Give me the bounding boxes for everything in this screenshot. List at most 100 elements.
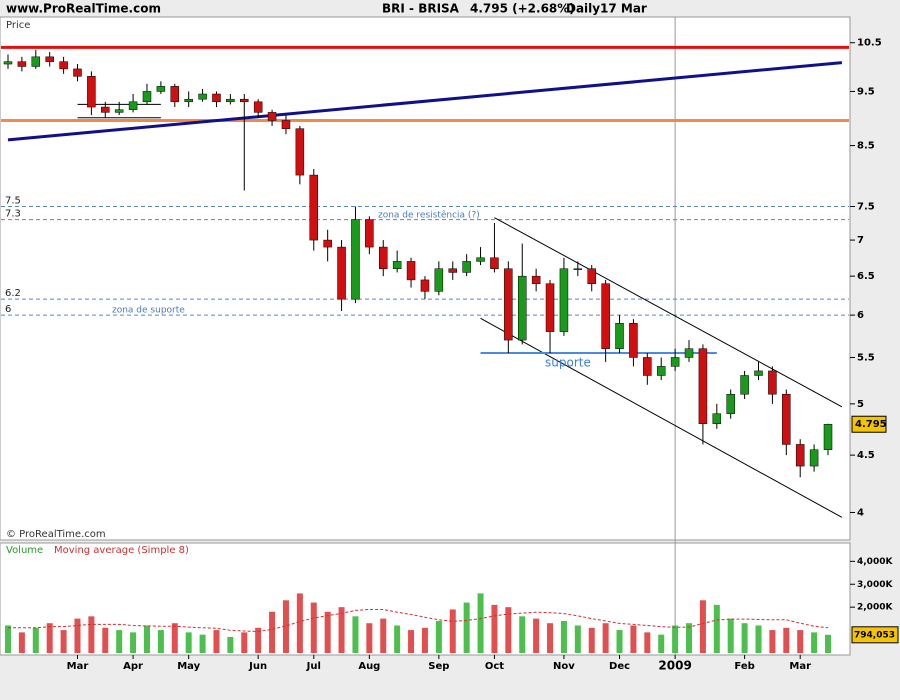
- x-tick-label: Dec: [609, 661, 630, 672]
- volume-bar: [741, 623, 748, 653]
- volume-bar: [505, 607, 512, 653]
- volume-bar: [366, 623, 373, 653]
- candle-body: [420, 279, 430, 292]
- candle-body: [712, 413, 722, 424]
- interval: Daily: [566, 2, 600, 16]
- volume-bar: [102, 627, 109, 653]
- x-tick-label: May: [177, 661, 200, 672]
- candle-body: [170, 86, 180, 103]
- candle-body: [684, 348, 694, 358]
- volume-bar: [143, 625, 150, 653]
- volume-bar: [310, 602, 317, 653]
- candle-body: [295, 128, 305, 176]
- y-tick-label: 4.5: [857, 450, 875, 461]
- candle-body: [212, 93, 221, 103]
- x-tick-label: Mar: [67, 661, 89, 672]
- volume-bar: [394, 625, 401, 653]
- volume-bar: [352, 616, 359, 653]
- candle-body: [643, 357, 652, 376]
- ma-line: [8, 608, 829, 632]
- candle-body: [226, 98, 235, 103]
- last-volume-label: 794,053: [854, 630, 895, 640]
- candle-body: [559, 268, 569, 332]
- volume-bar: [185, 632, 192, 653]
- y-tick-label: 4,000K: [857, 557, 893, 567]
- candle-body: [73, 68, 82, 77]
- volume-bar: [672, 625, 679, 653]
- volume-bar: [60, 630, 67, 653]
- candle-body: [545, 283, 555, 332]
- level-label: 7.5: [5, 196, 21, 207]
- candle-body: [323, 239, 332, 248]
- y-tick-label: 7: [857, 235, 864, 246]
- candle-body: [587, 268, 596, 284]
- volume-bar: [269, 611, 276, 653]
- candle-body: [379, 246, 388, 269]
- volume-bar: [46, 623, 53, 653]
- legend-volume: Volume: [6, 545, 43, 556]
- candle-body: [392, 261, 402, 269]
- y-tick-label: 6: [857, 310, 864, 321]
- level-label: 7.3: [5, 209, 21, 220]
- candle-body: [823, 423, 833, 451]
- candle-body: [629, 323, 638, 358]
- candle-body: [656, 366, 666, 376]
- quote: 4.795 (+2.68%): [470, 2, 575, 16]
- volume-bar: [255, 627, 262, 653]
- volume-bar: [533, 618, 540, 653]
- volume-bar: [227, 636, 234, 653]
- trend-line: [7, 61, 843, 142]
- candle-body: [59, 61, 68, 70]
- volume-bar: [449, 609, 456, 653]
- volume-bar: [560, 620, 567, 653]
- candle-body: [114, 109, 124, 113]
- y-tick-label: 10.5: [857, 38, 882, 49]
- last-volume-box: [851, 626, 899, 644]
- candle-body: [184, 98, 193, 103]
- candle-body: [476, 257, 485, 262]
- volume-bar: [588, 627, 595, 653]
- y-tick-label: 6.5: [857, 271, 875, 282]
- candle-body: [670, 357, 680, 367]
- legend-ma: Moving average (Simple 8): [54, 545, 189, 556]
- volume-bar: [713, 604, 720, 653]
- candle-body: [768, 370, 777, 395]
- volume-bar: [130, 632, 137, 653]
- volume-bar: [171, 623, 178, 653]
- volume-bar: [380, 618, 387, 653]
- watermark: © ProRealTime.com: [6, 529, 106, 540]
- volume-bar: [727, 618, 734, 653]
- volume-bar: [435, 620, 442, 653]
- candle-body: [253, 101, 263, 113]
- y-tick-label: 5.5: [857, 352, 875, 363]
- candle-body: [573, 268, 583, 270]
- candle-body: [101, 106, 110, 113]
- candle-body: [615, 323, 624, 349]
- volume-bar: [157, 630, 164, 653]
- candle-body: [504, 268, 513, 341]
- volume-bar: [32, 627, 39, 653]
- volume-bar: [797, 630, 804, 653]
- trend-line: [494, 217, 843, 408]
- volume-bar: [699, 600, 706, 653]
- volume-bar: [811, 632, 818, 653]
- x-tick-label: Nov: [553, 661, 575, 672]
- volume-bar: [18, 632, 25, 653]
- volume-bar: [519, 616, 526, 653]
- volume-bar: [477, 593, 484, 653]
- volume-bar: [199, 634, 206, 653]
- candle-body: [3, 61, 13, 65]
- x-tick-label: Aug: [358, 661, 380, 672]
- x-tick-label: Jul: [306, 661, 321, 672]
- candle-body: [351, 219, 360, 300]
- volume-bar: [644, 632, 651, 653]
- x-tick-label: Sep: [428, 661, 449, 672]
- annotation: suporte: [545, 356, 591, 370]
- candle-body: [517, 275, 527, 341]
- candle-body: [434, 268, 444, 292]
- x-tick-label: Mar: [789, 661, 811, 672]
- volume-bar: [574, 625, 581, 653]
- candle-body: [281, 120, 291, 129]
- candle-body: [198, 93, 207, 100]
